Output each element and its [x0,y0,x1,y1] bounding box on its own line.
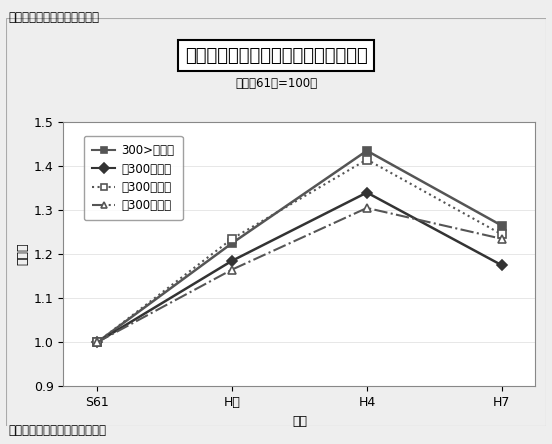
Legend: 300>　愛知, ＜300　愛知, ＜300　岐阜, ＜300　静岡: 300> 愛知, ＜300 愛知, ＜300 岐阜, ＜300 静岡 [83,136,183,220]
Y-axis label: 伸び率: 伸び率 [17,243,30,266]
Text: 図－１　製造品出荷額の推移: 図－１ 製造品出荷額の推移 [8,11,99,24]
Text: 製造品出荷額の推移（県別・規模別）: 製造品出荷額の推移（県別・規模別） [184,47,368,64]
Text: 資料：平成７年「工業統計表」: 資料：平成７年「工業統計表」 [8,424,107,437]
X-axis label: 年度: 年度 [292,415,307,428]
Text: （昭和61年=100）: （昭和61年=100） [235,77,317,90]
